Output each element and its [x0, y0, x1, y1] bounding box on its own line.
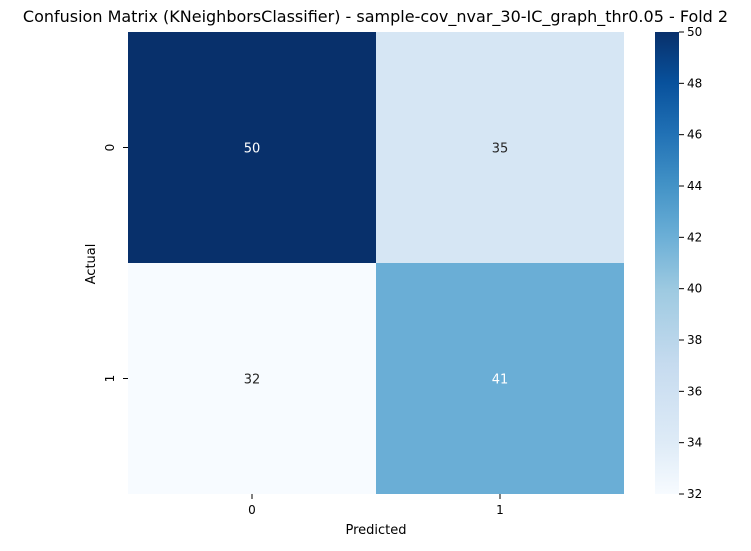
- heatmap-cells: [128, 32, 624, 494]
- colorbar-tick-label-8: 48: [687, 76, 702, 90]
- x-tick-label-1: 1: [496, 503, 504, 517]
- y-axis-label: Actual: [84, 244, 99, 285]
- colorbar-tick-label-2: 36: [687, 384, 702, 398]
- y-tick-label-1: 1: [103, 375, 117, 383]
- colorbar-tick-label-9: 50: [687, 25, 702, 39]
- y-tick-label-0: 0: [103, 144, 117, 152]
- colorbar-tick-label-3: 38: [687, 333, 702, 347]
- y-axis: 01: [103, 144, 128, 383]
- cell-value-r1-c0: 32: [244, 373, 261, 388]
- heatmap-cell-r0-c0: [128, 32, 376, 263]
- colorbar-tick-label-0: 32: [687, 487, 702, 501]
- cell-value-r0-c1: 35: [492, 142, 509, 157]
- x-axis-label: Predicted: [345, 523, 406, 538]
- colorbar: [655, 32, 679, 494]
- x-tick-label-0: 0: [248, 503, 256, 517]
- heatmap-annotations: 50 35 32 41: [244, 142, 509, 388]
- colorbar-tick-label-7: 46: [687, 128, 702, 142]
- colorbar-tick-label-5: 42: [687, 230, 702, 244]
- colorbar-ticks: 32 34 36 38 40 42 44 46 48 50: [679, 25, 702, 501]
- heatmap-cell-r1-c0: [128, 263, 376, 494]
- chart-title: Confusion Matrix (KNeighborsClassifier) …: [23, 7, 728, 27]
- cell-value-r0-c0: 50: [244, 142, 261, 157]
- heatmap-cell-r0-c1: [376, 32, 624, 263]
- colorbar-tick-label-4: 40: [687, 282, 702, 296]
- colorbar-tick-label-6: 44: [687, 179, 702, 193]
- cell-value-r1-c1: 41: [492, 373, 509, 388]
- heatmap-cell-r1-c1: [376, 263, 624, 494]
- colorbar-tick-label-1: 34: [687, 436, 702, 450]
